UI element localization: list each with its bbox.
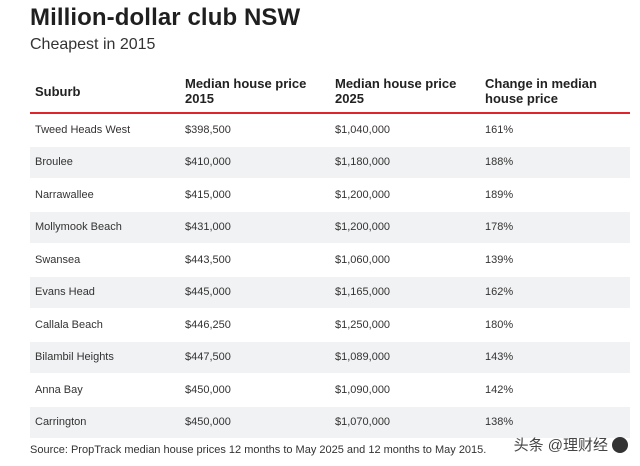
table-row: Mollymook Beach $431,000 $1,200,000 178%: [30, 211, 630, 244]
table-row: Broulee $410,000 $1,180,000 188%: [30, 146, 630, 179]
cell-change: 138%: [480, 406, 630, 439]
cell-price-2015: $443,500: [180, 243, 330, 277]
watermark-text: 头条 @理财经: [513, 437, 608, 454]
cell-price-2015: $450,000: [180, 406, 330, 439]
cell-change: 178%: [480, 211, 630, 244]
cell-price-2025: $1,040,000: [330, 113, 480, 147]
cell-suburb: Bilambil Heights: [30, 341, 180, 374]
cell-price-2015: $410,000: [180, 146, 330, 179]
price-table: Suburb Median house price 2015 Median ho…: [30, 70, 630, 439]
table-row: Evans Head $445,000 $1,165,000 162%: [30, 276, 630, 309]
cell-price-2025: $1,180,000: [330, 146, 480, 179]
table-row: Narrawallee $415,000 $1,200,000 189%: [30, 178, 630, 212]
cell-price-2025: $1,250,000: [330, 308, 480, 342]
cell-price-2025: $1,060,000: [330, 243, 480, 277]
cell-price-2025: $1,165,000: [330, 276, 480, 309]
cell-suburb: Mollymook Beach: [30, 211, 180, 244]
cell-price-2015: $447,500: [180, 341, 330, 374]
cell-price-2025: $1,089,000: [330, 341, 480, 374]
cell-price-2025: $1,070,000: [330, 406, 480, 439]
table-row: Callala Beach $446,250 $1,250,000 180%: [30, 308, 630, 342]
cell-price-2015: $415,000: [180, 178, 330, 212]
cell-price-2025: $1,090,000: [330, 373, 480, 407]
cell-change: 139%: [480, 243, 630, 277]
cell-change: 143%: [480, 341, 630, 374]
cell-price-2015: $431,000: [180, 211, 330, 244]
header-price-2025: Median house price 2025: [330, 70, 480, 114]
source-note: Source: PropTrack median house prices 12…: [30, 444, 487, 456]
cell-price-2015: $446,250: [180, 308, 330, 342]
table-row: Bilambil Heights $447,500 $1,089,000 143…: [30, 341, 630, 374]
header-change: Change in median house price: [480, 70, 630, 114]
cell-change: 188%: [480, 146, 630, 179]
cell-suburb: Carrington: [30, 406, 180, 439]
cell-suburb: Callala Beach: [30, 308, 180, 342]
page-subtitle: Cheapest in 2015: [30, 36, 156, 53]
cell-change: 162%: [480, 276, 630, 309]
watermark: 头条 @理财经: [514, 434, 628, 455]
cell-suburb: Narrawallee: [30, 178, 180, 212]
cell-change: 161%: [480, 113, 630, 147]
cell-change: 142%: [480, 373, 630, 407]
cell-suburb: Tweed Heads West: [30, 113, 180, 147]
table-row: Carrington $450,000 $1,070,000 138%: [30, 406, 630, 439]
watermark-logo-icon: [612, 436, 628, 453]
table-header-row: Suburb Median house price 2015 Median ho…: [30, 70, 630, 114]
cell-price-2025: $1,200,000: [330, 211, 480, 244]
cell-change: 180%: [480, 308, 630, 342]
cell-price-2015: $445,000: [180, 276, 330, 309]
page-title: Million-dollar club NSW: [30, 4, 301, 31]
table-row: Swansea $443,500 $1,060,000 139%: [30, 243, 630, 277]
header-price-2015: Median house price 2015: [180, 70, 330, 114]
cell-price-2015: $398,500: [180, 113, 330, 147]
table-row: Anna Bay $450,000 $1,090,000 142%: [30, 373, 630, 407]
cell-suburb: Anna Bay: [30, 373, 180, 407]
cell-change: 189%: [480, 178, 630, 212]
header-suburb: Suburb: [30, 70, 180, 114]
cell-suburb: Evans Head: [30, 276, 180, 309]
cell-price-2025: $1,200,000: [330, 178, 480, 212]
table-row: Tweed Heads West $398,500 $1,040,000 161…: [30, 113, 630, 147]
cell-suburb: Broulee: [30, 146, 180, 179]
cell-suburb: Swansea: [30, 243, 180, 277]
cell-price-2015: $450,000: [180, 373, 330, 407]
